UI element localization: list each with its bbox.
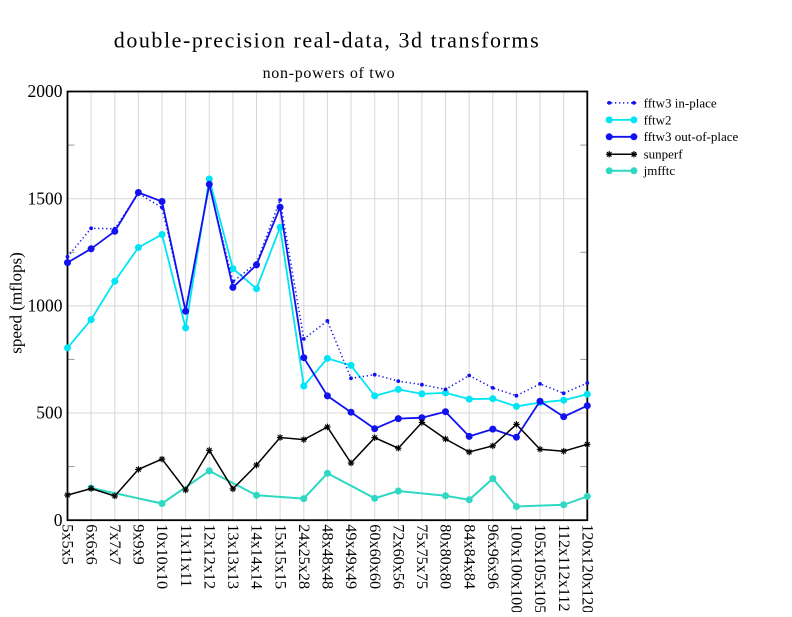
svg-text:1000: 1000 (28, 296, 63, 316)
svg-text:112x112x112: 112x112x112 (555, 524, 573, 611)
svg-text:non-powers of two: non-powers of two (263, 65, 396, 82)
svg-text:fftw3 in-place: fftw3 in-place (644, 95, 717, 110)
svg-text:5x5x5: 5x5x5 (59, 524, 77, 564)
svg-text:48x48x48: 48x48x48 (319, 524, 337, 589)
svg-text:1500: 1500 (28, 188, 63, 208)
svg-text:24x25x28: 24x25x28 (295, 524, 313, 589)
svg-text:sunperf: sunperf (644, 147, 684, 162)
svg-text:10x10x10: 10x10x10 (153, 524, 171, 589)
svg-text:75x75x75: 75x75x75 (413, 524, 431, 589)
svg-text:500: 500 (36, 403, 63, 423)
svg-text:jmfftc: jmfftc (643, 163, 676, 178)
svg-text:11x11x11: 11x11x11 (177, 524, 195, 587)
svg-text:0: 0 (54, 510, 63, 530)
svg-text:fftw2: fftw2 (644, 112, 672, 127)
svg-text:100x100x100: 100x100x100 (508, 524, 526, 612)
svg-text:double-precision real-data, 3d: double-precision real-data, 3d transform… (114, 28, 540, 53)
svg-text:49x49x49: 49x49x49 (342, 524, 360, 589)
svg-text:speed (mflops): speed (mflops) (7, 252, 26, 354)
svg-text:15x15x15: 15x15x15 (271, 524, 289, 589)
svg-text:105x105x105: 105x105x105 (531, 524, 549, 612)
svg-text:12x12x12: 12x12x12 (201, 524, 219, 589)
svg-text:84x84x84: 84x84x84 (460, 524, 478, 589)
svg-text:6x6x6: 6x6x6 (82, 524, 100, 564)
svg-text:96x96x96: 96x96x96 (484, 524, 502, 589)
svg-text:72x60x56: 72x60x56 (390, 524, 408, 589)
svg-text:fftw3 out-of-place: fftw3 out-of-place (644, 129, 739, 144)
svg-text:14x14x14: 14x14x14 (248, 524, 266, 589)
svg-text:2000: 2000 (28, 81, 63, 101)
svg-text:13x13x13: 13x13x13 (224, 524, 242, 589)
svg-text:80x80x80: 80x80x80 (437, 524, 455, 589)
svg-text:7x7x7: 7x7x7 (106, 524, 124, 564)
svg-text:9x9x9: 9x9x9 (130, 524, 148, 564)
svg-text:120x120x120: 120x120x120 (579, 524, 597, 612)
svg-text:60x60x60: 60x60x60 (366, 524, 384, 589)
